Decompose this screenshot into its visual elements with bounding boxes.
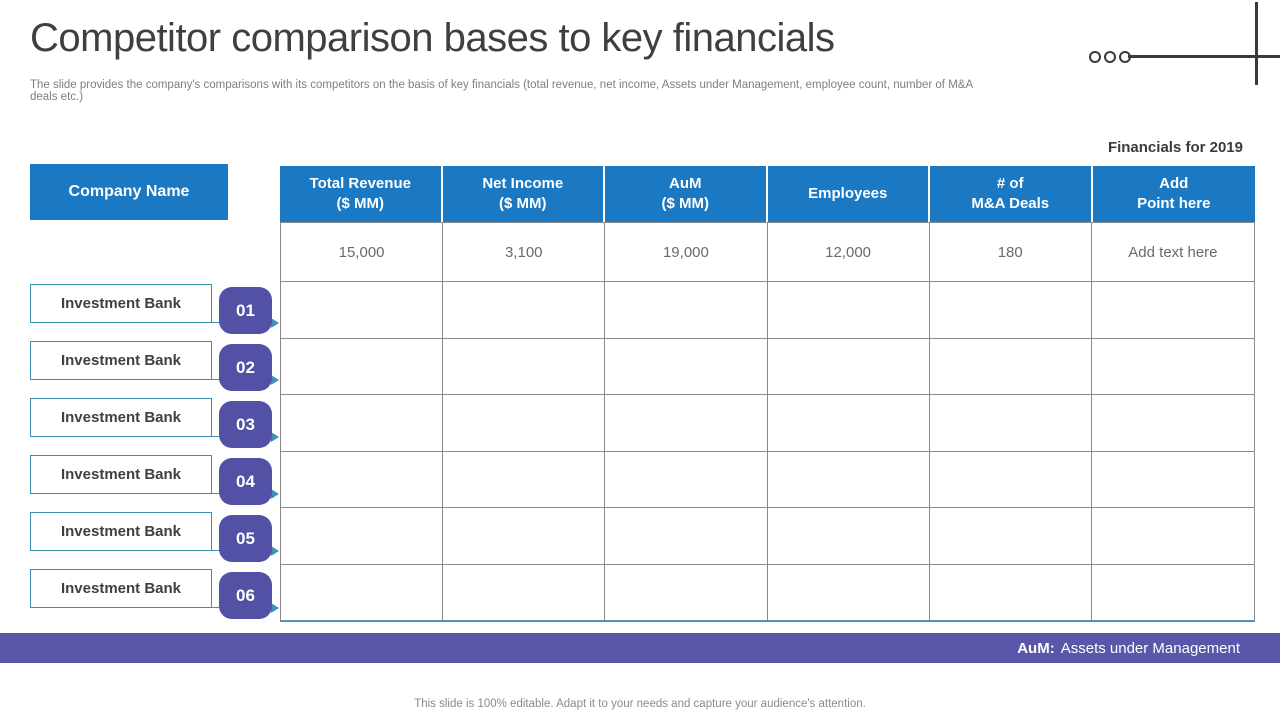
arrow-right-icon	[271, 431, 279, 442]
empty-cell	[605, 451, 768, 507]
empty-cell	[1092, 508, 1254, 564]
table-row	[281, 394, 1254, 451]
number-badge: 06	[219, 572, 272, 619]
number-badge: 02	[219, 344, 272, 391]
empty-cell	[281, 282, 444, 338]
cell-net-income-value: 3,100	[443, 223, 606, 281]
arrow-right-icon	[271, 488, 279, 499]
empty-cell	[443, 508, 606, 564]
legend-abbr: AuM:	[1017, 639, 1055, 657]
empty-cell	[443, 338, 606, 394]
cell-add-text-placeholder[interactable]: Add text here	[1128, 243, 1218, 261]
empty-cell	[605, 338, 768, 394]
company-row-1: Investment Bank 01	[0, 284, 290, 336]
legend-definition: Assets under Management	[1060, 639, 1240, 657]
company-name-box[interactable]: Investment Bank	[30, 455, 212, 494]
three-rings-decor-icon	[1089, 51, 1131, 63]
column-header-aum: AuM ($ MM)	[605, 166, 768, 222]
arrow-right-icon	[271, 374, 279, 385]
table-row-values: 15,000 3,100 19,000 12,000 180 Add text …	[281, 222, 1254, 281]
empty-cell	[1092, 282, 1254, 338]
financials-year-label: Financials for 2019	[1107, 139, 1243, 156]
empty-cell	[930, 282, 1092, 338]
empty-cell	[281, 338, 444, 394]
empty-cell	[443, 564, 606, 620]
number-badge: 01	[219, 287, 272, 334]
arrow-right-icon	[271, 317, 279, 328]
empty-cell	[930, 564, 1092, 620]
company-row-2: Investment Bank 02	[0, 341, 290, 393]
empty-cell	[768, 564, 930, 620]
column-header-ma-deals: # of M&A Deals	[930, 166, 1093, 222]
empty-cell	[930, 508, 1092, 564]
company-row-3: Investment Bank 03	[0, 398, 290, 450]
empty-cell	[930, 451, 1092, 507]
ring-icon	[1104, 51, 1116, 63]
cell-total-revenue-value: 15,000	[281, 223, 444, 281]
table-body: 15,000 3,100 19,000 12,000 180 Add text …	[280, 222, 1255, 622]
empty-cell	[1092, 565, 1254, 621]
cell-ma-deals-value: 180	[930, 223, 1092, 281]
company-name-box[interactable]: Investment Bank	[30, 512, 212, 551]
company-name-box[interactable]: Investment Bank	[30, 341, 212, 380]
empty-cell	[930, 338, 1092, 394]
cell-employees-value: 12,000	[768, 223, 930, 281]
number-badge: 05	[219, 515, 272, 562]
empty-cell	[1092, 339, 1254, 395]
empty-cell	[281, 395, 444, 451]
empty-cell	[281, 508, 444, 564]
column-header-total-revenue: Total Revenue ($ MM)	[280, 166, 443, 222]
vertical-rule-decor	[1255, 2, 1258, 85]
company-row-5: Investment Bank 05	[0, 512, 290, 564]
empty-cell	[281, 564, 444, 620]
empty-cell	[1092, 452, 1254, 508]
empty-cell	[768, 282, 930, 338]
table-row	[281, 507, 1254, 564]
table-row	[281, 450, 1254, 508]
company-row-6: Investment Bank 06	[0, 569, 290, 621]
table-row	[281, 281, 1254, 338]
empty-cell	[768, 338, 930, 394]
empty-cell	[443, 395, 606, 451]
number-badge: 04	[219, 458, 272, 505]
company-name-header: Company Name	[30, 164, 228, 220]
arrow-right-icon	[271, 545, 279, 556]
ring-icon	[1089, 51, 1101, 63]
slide-description: The slide provides the company's compari…	[30, 79, 973, 103]
empty-cell	[605, 282, 768, 338]
empty-cell	[930, 395, 1092, 451]
column-header-employees: Employees	[767, 166, 930, 222]
company-name-box[interactable]: Investment Bank	[30, 284, 212, 323]
empty-cell	[1092, 395, 1254, 451]
company-name-box[interactable]: Investment Bank	[30, 398, 212, 437]
legend-bar: AuM: Assets under Management	[0, 633, 1280, 663]
cell-aum-value: 19,000	[605, 223, 768, 281]
empty-cell	[768, 451, 930, 507]
column-header-add-point: Add Point here	[1092, 166, 1255, 222]
number-badge: 03	[219, 401, 272, 448]
empty-cell	[605, 395, 768, 451]
company-name-box[interactable]: Investment Bank	[30, 569, 212, 608]
table-row	[281, 563, 1254, 621]
table-header-row: Total Revenue ($ MM) Net Income ($ MM) A…	[280, 166, 1255, 222]
empty-cell	[281, 451, 444, 507]
empty-cell	[605, 508, 768, 564]
empty-cell	[443, 282, 606, 338]
financials-table: Total Revenue ($ MM) Net Income ($ MM) A…	[280, 166, 1255, 622]
editable-note: This slide is 100% editable. Adapt it to…	[414, 698, 866, 710]
page-title: Competitor comparison bases to key finan…	[30, 16, 835, 60]
company-row-4: Investment Bank 04	[0, 455, 290, 507]
horizontal-rule-decor	[1128, 55, 1280, 58]
empty-cell	[768, 508, 930, 564]
empty-cell	[605, 564, 768, 620]
table-row	[281, 337, 1254, 395]
arrow-right-icon	[271, 602, 279, 613]
empty-cell	[768, 395, 930, 451]
empty-cell	[443, 451, 606, 507]
column-header-net-income: Net Income ($ MM)	[442, 166, 605, 222]
